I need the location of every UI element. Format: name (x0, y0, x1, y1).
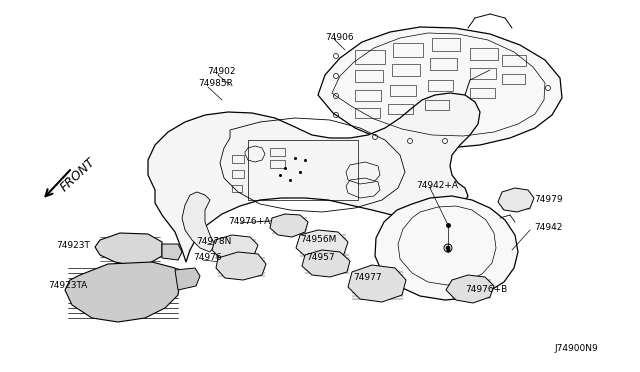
Text: FRONT: FRONT (58, 155, 98, 194)
Bar (355, 70, 383, 82)
Bar (432, 38, 460, 51)
Text: 74976+B: 74976+B (465, 285, 508, 295)
Text: 74977: 74977 (353, 273, 381, 282)
Text: J74900N9: J74900N9 (554, 344, 598, 353)
Polygon shape (302, 250, 350, 277)
Bar (470, 88, 495, 98)
Bar (355, 108, 380, 118)
Bar (390, 85, 416, 96)
Text: 74978N: 74978N (196, 237, 232, 247)
Polygon shape (446, 275, 494, 303)
Bar (270, 160, 285, 168)
Polygon shape (162, 244, 182, 260)
Text: 74956M: 74956M (300, 235, 337, 244)
Polygon shape (348, 265, 406, 302)
Polygon shape (216, 252, 266, 280)
Polygon shape (498, 188, 534, 212)
Text: 74923TA: 74923TA (48, 280, 87, 289)
Text: 74976: 74976 (193, 253, 221, 263)
Bar (428, 80, 453, 91)
Polygon shape (95, 233, 162, 265)
Bar (355, 90, 381, 101)
Bar (270, 148, 285, 156)
Text: 74902: 74902 (207, 67, 236, 77)
Bar (430, 58, 457, 70)
Polygon shape (148, 93, 480, 262)
Bar (425, 100, 449, 110)
Polygon shape (318, 27, 562, 148)
Text: 74906: 74906 (325, 33, 354, 42)
Bar (248, 140, 358, 200)
Polygon shape (65, 262, 180, 322)
Polygon shape (270, 214, 308, 237)
Bar (502, 74, 525, 84)
Bar (393, 43, 423, 57)
Text: 74923T: 74923T (56, 241, 90, 250)
Bar (232, 185, 242, 192)
Text: 74985R: 74985R (198, 80, 233, 89)
Bar (388, 104, 413, 114)
Circle shape (446, 246, 450, 250)
Text: 74957: 74957 (306, 253, 335, 262)
Bar (355, 50, 385, 64)
Bar (470, 68, 496, 79)
Text: 74942+A: 74942+A (416, 180, 458, 189)
Polygon shape (182, 192, 215, 252)
Polygon shape (296, 230, 348, 260)
Bar (232, 155, 244, 163)
Bar (502, 55, 526, 66)
Bar (232, 170, 244, 178)
Text: 74979: 74979 (534, 196, 563, 205)
Text: 74942: 74942 (534, 224, 563, 232)
Polygon shape (212, 235, 258, 260)
Text: 74976+A: 74976+A (228, 218, 270, 227)
Polygon shape (375, 196, 518, 300)
Bar (470, 48, 498, 60)
Bar (392, 64, 420, 76)
Polygon shape (175, 268, 200, 290)
